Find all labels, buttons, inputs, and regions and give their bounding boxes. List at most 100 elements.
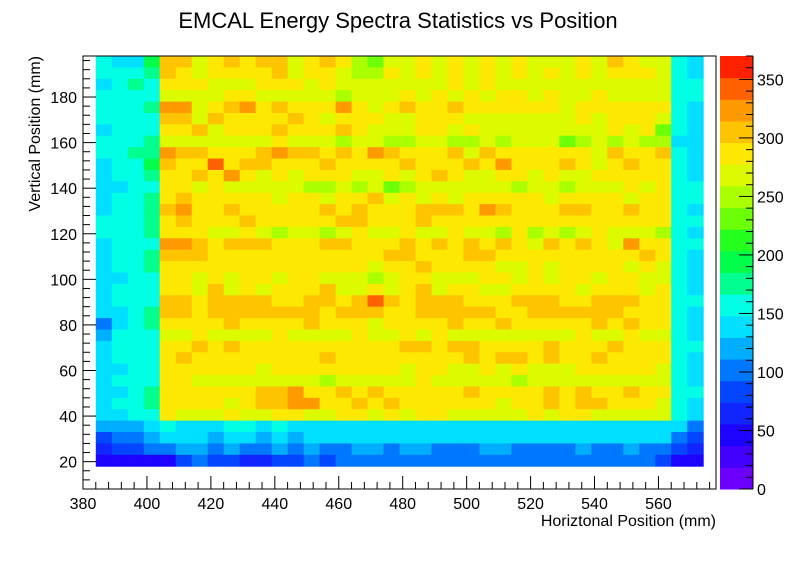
heatmap-cell bbox=[351, 226, 369, 239]
heatmap-cell bbox=[543, 443, 560, 456]
y-tick-label: 140 bbox=[50, 181, 77, 198]
heatmap-cell bbox=[447, 295, 464, 308]
heatmap-cell bbox=[127, 261, 145, 273]
heatmap-cell bbox=[351, 249, 369, 262]
heatmap-cell bbox=[623, 295, 640, 308]
heatmap-cell bbox=[191, 340, 209, 353]
heatmap-cell bbox=[351, 204, 369, 217]
heatmap-cell bbox=[159, 124, 177, 137]
heatmap-cell bbox=[95, 318, 113, 330]
heatmap-cell bbox=[255, 375, 273, 387]
heatmap-cell bbox=[687, 397, 704, 410]
heatmap-cell bbox=[415, 169, 432, 182]
heatmap-cell bbox=[127, 409, 145, 422]
heatmap-cell bbox=[223, 454, 241, 467]
heatmap-cell bbox=[415, 443, 432, 456]
heatmap-cell bbox=[575, 432, 592, 444]
heatmap-cell bbox=[95, 272, 113, 285]
heatmap-cell bbox=[687, 112, 704, 125]
heatmap-cell bbox=[399, 272, 416, 285]
heatmap-cell bbox=[575, 340, 592, 353]
heatmap-cell bbox=[111, 238, 129, 251]
heatmap-cell bbox=[367, 318, 385, 330]
heatmap-cell bbox=[383, 135, 400, 148]
heatmap-cell bbox=[655, 249, 672, 262]
heatmap-cell bbox=[367, 443, 385, 456]
x-tick-label: 500 bbox=[453, 496, 480, 513]
heatmap-cell bbox=[591, 147, 608, 160]
heatmap-cell bbox=[575, 192, 592, 205]
heatmap-cell bbox=[511, 409, 528, 422]
heatmap-cell bbox=[655, 135, 672, 148]
heatmap-cell bbox=[287, 363, 305, 376]
heatmap-cell bbox=[559, 295, 576, 308]
heatmap-cell bbox=[575, 397, 592, 410]
heatmap-cell bbox=[575, 318, 592, 330]
heatmap-cell bbox=[287, 112, 305, 125]
heatmap-cell bbox=[495, 158, 512, 171]
heatmap-cell bbox=[255, 420, 273, 433]
heatmap-cell bbox=[527, 238, 544, 251]
heatmap-cell bbox=[655, 295, 672, 308]
heatmap-cell bbox=[575, 124, 592, 137]
heatmap-cell bbox=[511, 56, 528, 68]
heatmap-cell bbox=[559, 397, 576, 410]
heatmap-cell bbox=[671, 272, 688, 285]
heatmap-cell bbox=[495, 295, 512, 308]
heatmap-cell bbox=[239, 67, 257, 80]
heatmap-cell bbox=[207, 340, 225, 353]
heatmap-cell bbox=[447, 124, 464, 137]
heatmap-cell bbox=[479, 397, 496, 410]
heatmap-cell bbox=[447, 306, 464, 319]
heatmap-cell bbox=[415, 352, 432, 365]
heatmap-cell bbox=[623, 443, 640, 456]
heatmap-cell bbox=[543, 135, 560, 148]
heatmap-cell bbox=[239, 386, 257, 399]
heatmap-cell bbox=[671, 204, 688, 217]
heatmap-cell bbox=[319, 283, 337, 296]
heatmap-cell bbox=[159, 135, 177, 148]
heatmap-cell bbox=[463, 181, 480, 194]
heatmap-cell bbox=[239, 306, 257, 319]
heatmap-cell bbox=[143, 261, 161, 273]
heatmap-cell bbox=[511, 272, 528, 285]
heatmap-cell bbox=[607, 226, 624, 239]
heatmap-cell bbox=[447, 329, 464, 342]
heatmap-cell bbox=[463, 420, 480, 433]
heatmap-cell bbox=[111, 318, 129, 330]
heatmap-cell bbox=[447, 340, 464, 353]
heatmap-cell bbox=[543, 204, 560, 217]
heatmap-cell bbox=[207, 238, 225, 251]
heatmap-cell bbox=[111, 454, 129, 467]
heatmap-cell bbox=[111, 409, 129, 422]
y-tick-label: 40 bbox=[59, 409, 77, 426]
heatmap-cell bbox=[607, 249, 624, 262]
heatmap-cell bbox=[623, 272, 640, 285]
heatmap-cell bbox=[415, 101, 432, 114]
heatmap-cell bbox=[591, 420, 608, 433]
heatmap-cell bbox=[271, 124, 289, 137]
heatmap-cell bbox=[351, 56, 369, 68]
heatmap-cell bbox=[223, 158, 241, 171]
heatmap-cell bbox=[207, 56, 225, 68]
heatmap-cell bbox=[479, 101, 496, 114]
heatmap-cell bbox=[383, 169, 400, 182]
heatmap-cell bbox=[367, 340, 385, 353]
heatmap-cell bbox=[335, 329, 353, 342]
heatmap-cell bbox=[495, 454, 512, 467]
heatmap-cell bbox=[415, 397, 432, 410]
colorbar-swatch bbox=[720, 120, 753, 144]
heatmap-cell bbox=[415, 454, 432, 467]
heatmap-cell bbox=[447, 215, 464, 228]
heatmap-cell bbox=[111, 272, 129, 285]
heatmap-cell bbox=[655, 169, 672, 182]
heatmap-cell bbox=[447, 192, 464, 205]
heatmap-cell bbox=[271, 295, 289, 308]
heatmap-cell bbox=[191, 112, 209, 125]
heatmap-cell bbox=[175, 272, 193, 285]
heatmap-cell bbox=[223, 147, 241, 160]
heatmap-cell bbox=[607, 397, 624, 410]
heatmap-cell bbox=[463, 226, 480, 239]
heatmap-cell bbox=[607, 306, 624, 319]
heatmap-cell bbox=[527, 375, 544, 387]
